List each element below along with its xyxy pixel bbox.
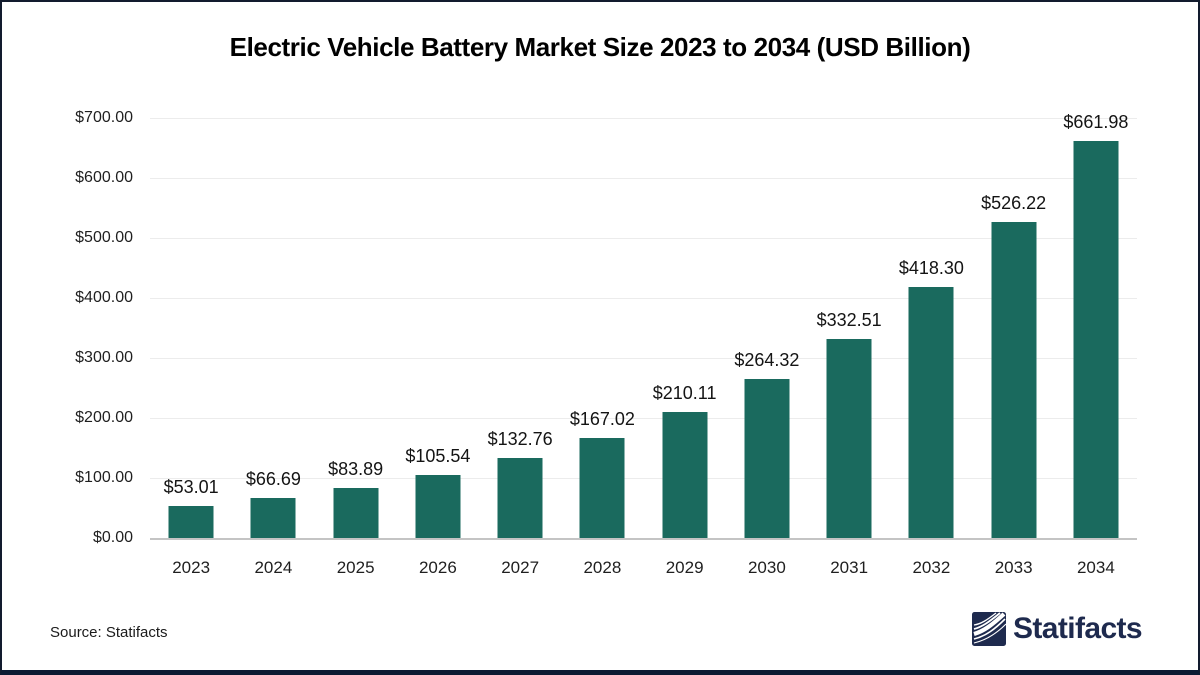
bar-value-label: $132.76 (487, 429, 553, 450)
gridline (150, 178, 1137, 179)
bar-group: $418.30 (890, 118, 972, 538)
bar (826, 338, 872, 538)
bar-group: $332.51 (808, 118, 890, 538)
bar (991, 222, 1037, 538)
bar-value-label: $661.98 (1063, 111, 1129, 132)
bar-group: $526.22 (973, 118, 1055, 538)
x-tick-label: 2027 (501, 558, 540, 577)
source-note: Source: Statifacts (50, 624, 168, 641)
bar (579, 437, 625, 538)
bar-group: $210.11 (644, 118, 726, 538)
x-tick-label: 2024 (254, 558, 293, 577)
bar (744, 379, 790, 538)
bar-group: $132.76 (479, 118, 561, 538)
x-tick-label: 2028 (583, 558, 622, 577)
bar-value-label: $83.89 (328, 458, 384, 479)
bar (415, 474, 461, 538)
x-tick-label: 2030 (747, 558, 786, 577)
bar-value-label: $167.02 (569, 408, 635, 429)
bar-value-label: $66.69 (245, 469, 301, 489)
gridline (150, 418, 1137, 419)
bar (168, 506, 214, 538)
x-axis: 2023 2024 2025 2026 2027 2028 2029 2030 2031 2032… (150, 550, 1137, 586)
bar (497, 458, 543, 538)
bar-value-label: $210.11 (652, 382, 717, 403)
x-tick-label: 2026 (418, 558, 457, 577)
gridline (150, 358, 1137, 359)
gridline (150, 238, 1137, 239)
bar-value-label: $264.32 (734, 350, 800, 371)
bar-group: $66.69 (232, 118, 314, 538)
plot-area: $53.01 $66.69 $83.89 $105.54 $132.76 $167.02 $… (150, 112, 1137, 540)
gridline (150, 298, 1137, 299)
bar-value-label: $53.01 (163, 477, 219, 498)
x-tick-label: 2033 (994, 558, 1033, 577)
x-tick-label: 2023 (172, 558, 211, 577)
bar-value-label: $526.22 (981, 193, 1047, 214)
bar (1073, 140, 1119, 538)
bar (662, 411, 708, 538)
y-tick-label: $400.00 (75, 289, 133, 306)
y-tick-label: $100.00 (75, 469, 133, 486)
bars-row: $53.01 $66.69 $83.89 $105.54 $132.76 $167.02 $… (150, 112, 1137, 538)
bar-group: $661.98 (1055, 112, 1137, 538)
y-tick-label: $200.00 (75, 409, 133, 426)
bar-group: $264.32 (726, 118, 808, 538)
gridline (150, 118, 1137, 119)
bar-value-label: $418.30 (898, 258, 964, 279)
y-tick-label: $500.00 (75, 229, 133, 246)
bar (333, 487, 379, 538)
gridline (150, 478, 1137, 479)
y-axis: $0.00 $100.00 $200.00 $300.00 $400.00 $500.00… (2, 109, 133, 546)
brand-wordmark: Statifacts (1012, 612, 1143, 645)
statifacts-wave-icon (971, 612, 1006, 646)
x-tick-label: 2025 (336, 558, 375, 577)
bar-group: $105.54 (397, 118, 479, 538)
bar-group: $167.02 (561, 118, 643, 538)
y-tick-label: $300.00 (75, 349, 133, 366)
bar (908, 287, 954, 538)
chart-title: Electric Vehicle Battery Market Size 202… (229, 32, 971, 62)
y-tick-label: $600.00 (75, 169, 133, 186)
bar-group: $83.89 (315, 118, 397, 538)
y-tick-label: $0.00 (92, 529, 133, 546)
x-tick-label: 2031 (830, 558, 869, 577)
brand-logo: Statifacts (971, 612, 1143, 646)
bar-value-label: $332.51 (816, 309, 882, 330)
bar-value-label: $105.54 (405, 445, 471, 466)
bar (250, 498, 296, 538)
y-tick-label: $700.00 (75, 109, 133, 126)
bar-group: $53.01 (150, 118, 232, 538)
x-tick-label: 2034 (1076, 558, 1115, 577)
x-tick-label: 2032 (912, 558, 951, 577)
x-tick-label: 2029 (665, 558, 704, 577)
